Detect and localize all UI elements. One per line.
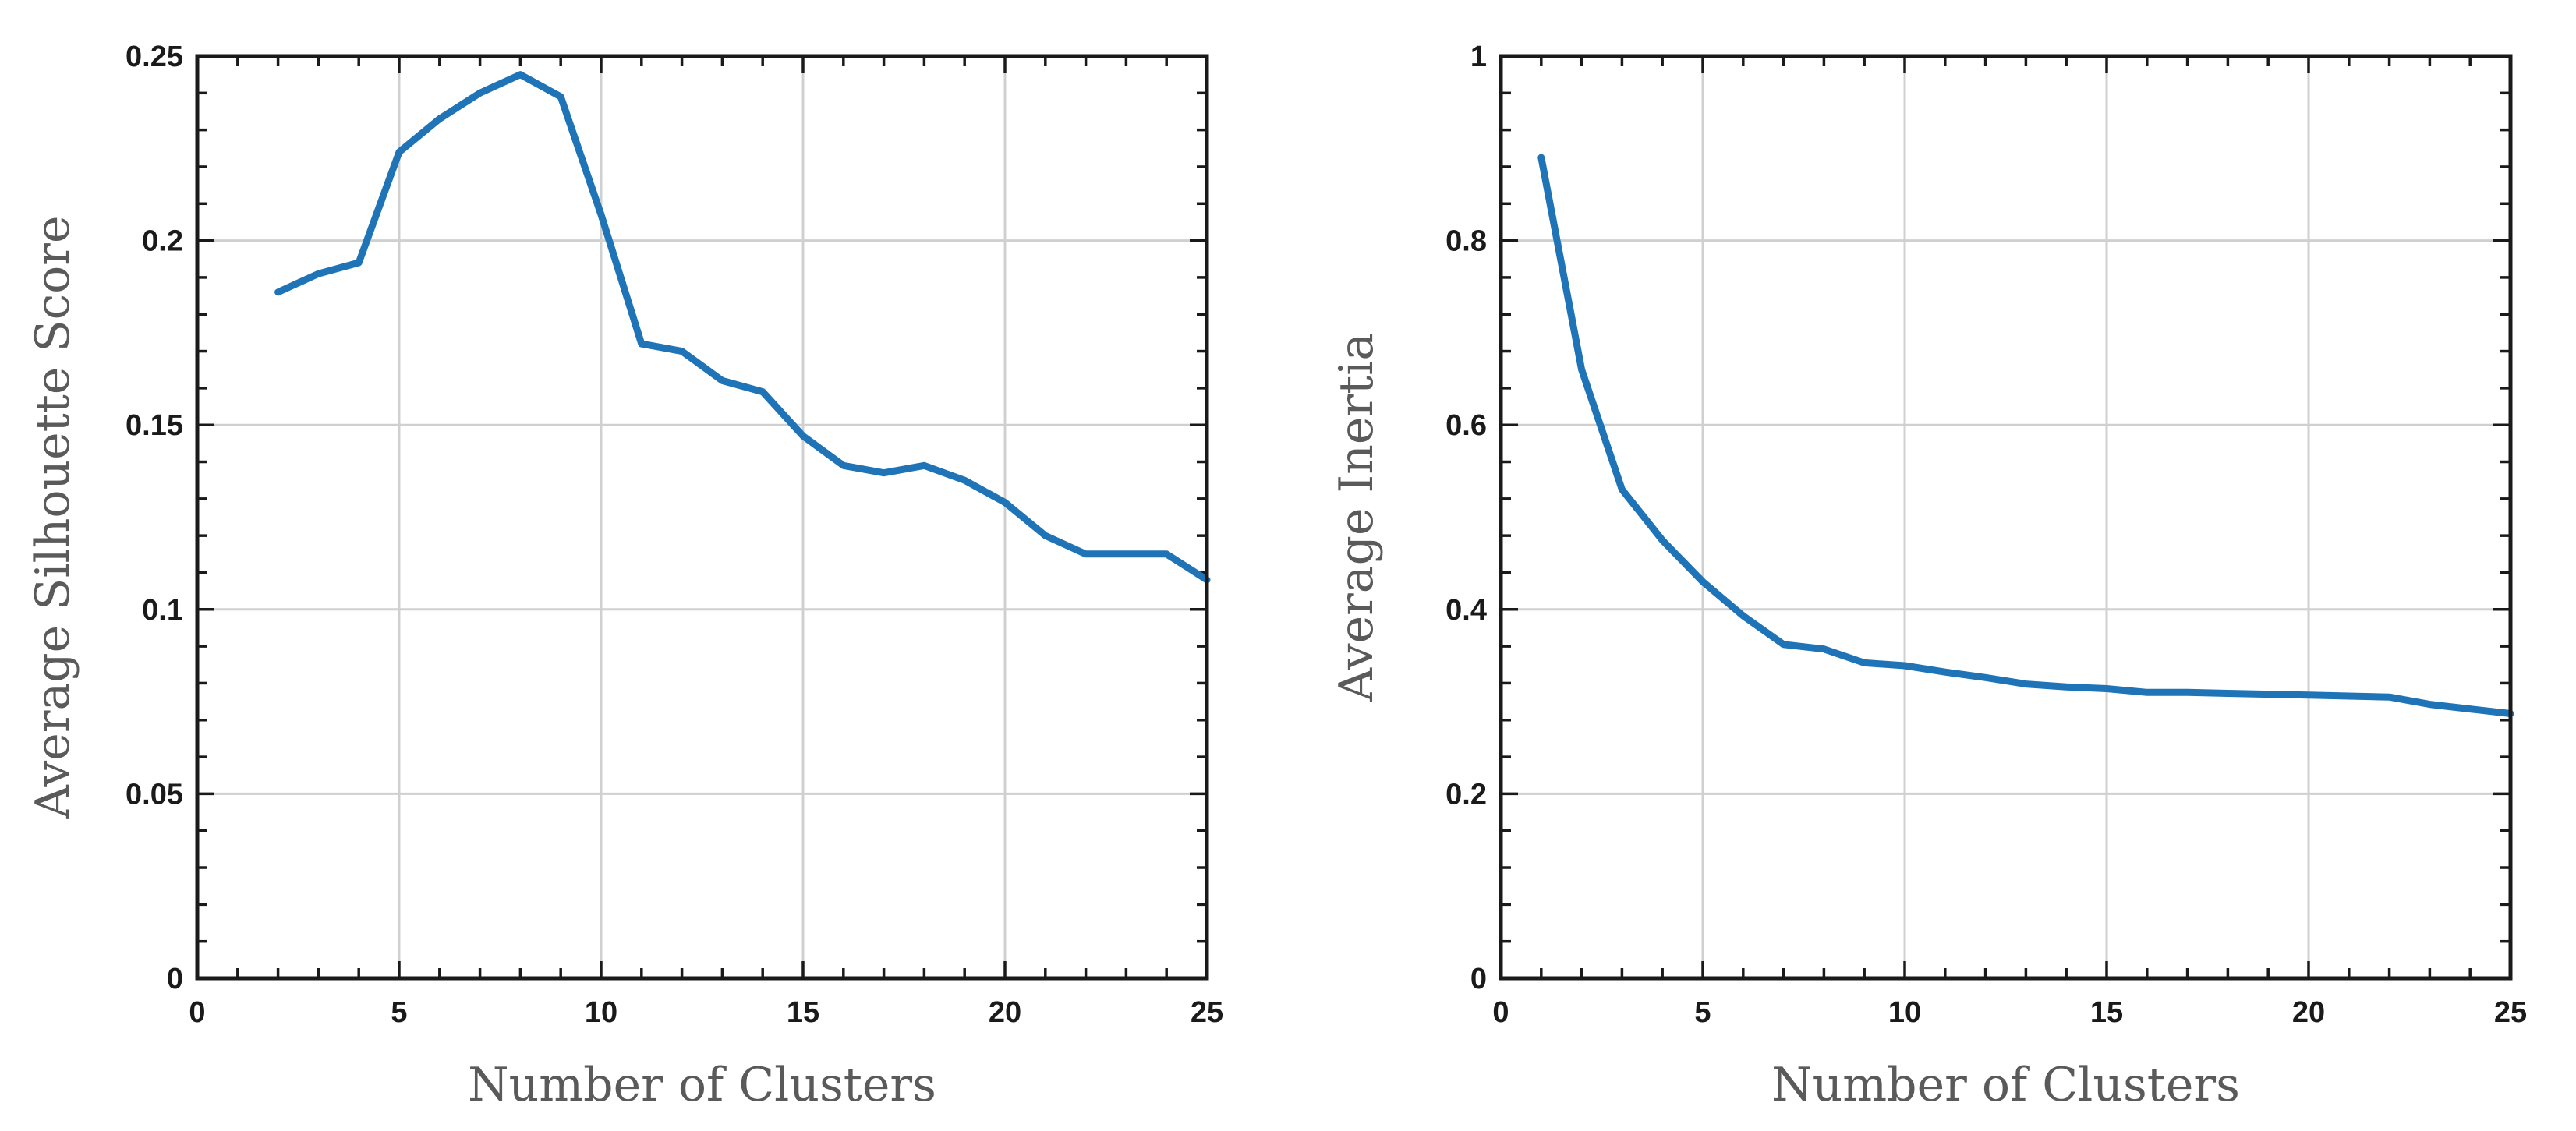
silhouette-x-tick-label-3: 15 [787, 996, 819, 1029]
inertia-x-tick-label-1: 5 [1694, 996, 1711, 1029]
inertia-x-tick-label-2: 10 [1888, 996, 1921, 1029]
inertia-y-tick-label-2: 0.4 [1445, 594, 1487, 627]
inertia-x-tick-label-4: 20 [2292, 996, 2325, 1029]
silhouette-x-tick-label-2: 10 [585, 996, 617, 1029]
inertia-y-tick-label-3: 0.6 [1445, 409, 1487, 442]
inertia-y-tick-label-1: 0.2 [1445, 778, 1487, 811]
silhouette-y-tick-label-5: 0.25 [126, 41, 183, 73]
inertia-x-axis-title: Number of Clusters [1771, 1058, 2240, 1112]
inertia-chart: 0 5 10 15 20 25 0 0.2 0.4 0.6 0.8 1 Number of Cluste… [1329, 41, 2527, 1112]
inertia-x-tick-label-0: 0 [1492, 996, 1509, 1029]
silhouette-y-tick-label-3: 0.15 [126, 409, 183, 442]
silhouette-plot-frame [195, 54, 1209, 981]
silhouette-x-axis-title: Number of Clusters [468, 1058, 936, 1112]
inertia-series-line-0 [1537, 154, 2514, 717]
silhouette-chart: 0 5 10 15 20 25 0 0.05 0.1 0.15 0.2 0.25 Number of C… [26, 41, 1223, 1112]
inertia-x-tick-label-5: 25 [2494, 996, 2527, 1029]
silhouette-y-tick-label-2: 0.1 [142, 594, 183, 627]
silhouette-y-tick-label-0: 0 [167, 963, 183, 995]
silhouette-series-line-0 [274, 71, 1211, 584]
inertia-y-tick-label-5: 1 [1470, 41, 1487, 73]
inertia-y-axis-title: Average Inertia [1329, 333, 1384, 702]
inertia-y-tick-label-4: 0.8 [1445, 225, 1487, 258]
silhouette-x-tick-label-4: 20 [989, 996, 1021, 1029]
inertia-y-tick-label-0: 0 [1470, 963, 1487, 995]
silhouette-y-tick-label-1: 0.05 [126, 778, 183, 811]
silhouette-x-tick-label-5: 25 [1191, 996, 1223, 1029]
inertia-x-tick-label-3: 15 [2090, 996, 2123, 1029]
silhouette-x-tick-label-1: 5 [391, 996, 407, 1029]
inertia-plot-frame [1499, 54, 2513, 981]
silhouette-x-tick-label-0: 0 [189, 996, 205, 1029]
silhouette-y-axis-title: Average Silhouette Score [26, 216, 80, 820]
silhouette-y-tick-label-4: 0.2 [142, 225, 183, 258]
